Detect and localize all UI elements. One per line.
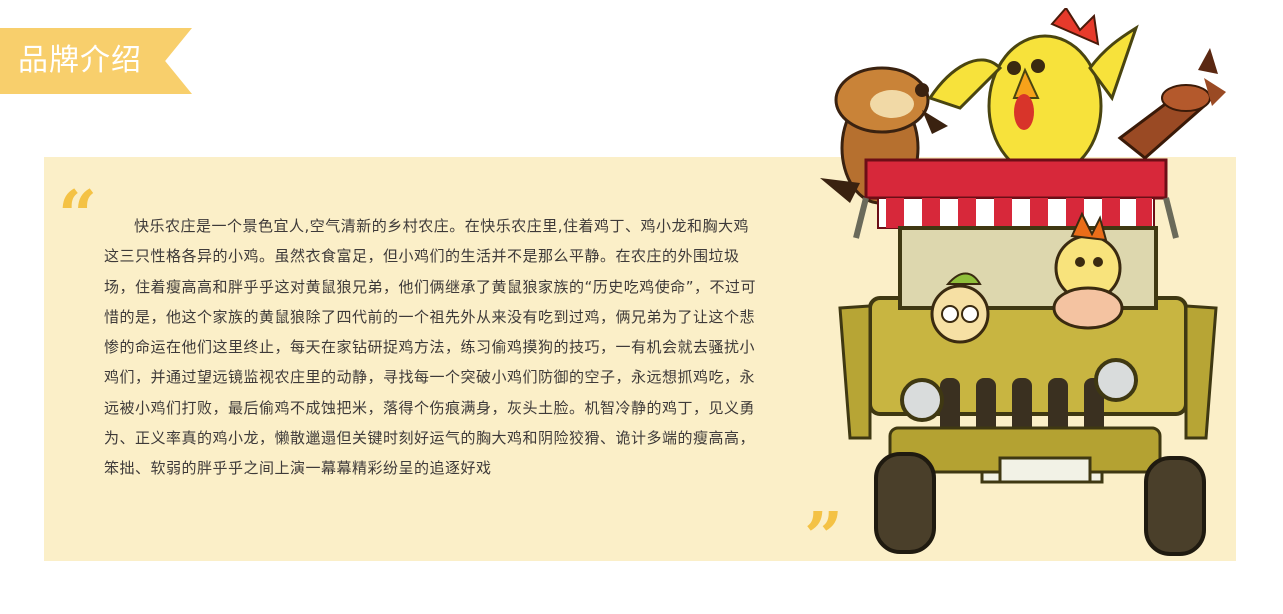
jeep-body	[838, 226, 1218, 484]
section-title: 品牌介绍	[18, 43, 142, 78]
close-quote-icon: ”	[804, 498, 844, 578]
rooster-icon	[927, 8, 1139, 178]
right-weasel-icon	[1117, 48, 1226, 160]
jeep-wheels	[874, 452, 1206, 556]
open-quote-icon: “	[58, 176, 98, 256]
jeep-canopy	[853, 158, 1179, 239]
cartoon-jeep-illustration	[820, 8, 1226, 556]
intro-paragraph: 快乐农庄是一个景色宜人,空气清新的乡村农庄。在快乐农庄里,住着鸡丁、鸡小龙和胸大…	[104, 217, 757, 478]
passenger-chick-icon	[930, 272, 990, 344]
left-weasel-icon	[820, 66, 948, 205]
section-title-banner: 品牌介绍	[0, 28, 192, 94]
driver-chick-icon	[1052, 211, 1124, 330]
